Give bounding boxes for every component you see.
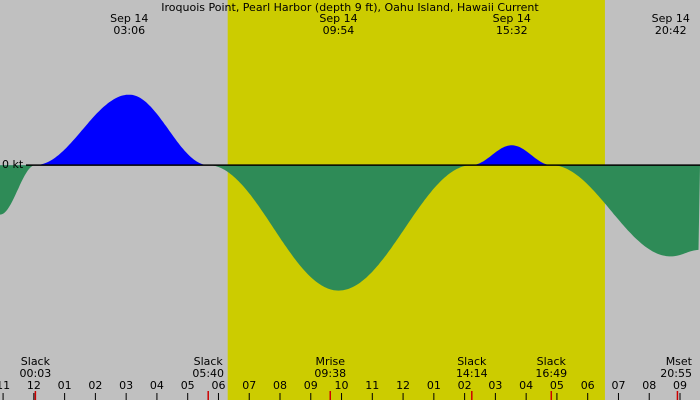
x-tick-label: 02 bbox=[88, 379, 102, 392]
peak-time: 15:32 bbox=[496, 24, 528, 37]
event-name: Slack bbox=[537, 355, 567, 368]
x-tick-label: 08 bbox=[273, 379, 287, 392]
event-name: Slack bbox=[457, 355, 487, 368]
x-tick-label: 07 bbox=[242, 379, 256, 392]
event-time: 05:40 bbox=[192, 367, 224, 380]
peak-time: 03:06 bbox=[113, 24, 145, 37]
event-time: 09:38 bbox=[314, 367, 346, 380]
zero-label: 0 kt bbox=[2, 158, 24, 171]
x-tick-label: 11 bbox=[365, 379, 379, 392]
x-tick-label: 02 bbox=[458, 379, 472, 392]
x-tick-label: 03 bbox=[488, 379, 502, 392]
x-tick-label: 04 bbox=[519, 379, 533, 392]
peak-date: Sep 14 bbox=[493, 12, 531, 25]
event-name: Mset bbox=[666, 355, 693, 368]
event-time: 00:03 bbox=[20, 367, 52, 380]
ebb-area bbox=[0, 165, 700, 291]
x-tick-label: 01 bbox=[427, 379, 441, 392]
peak-time: 20:42 bbox=[655, 24, 687, 37]
x-tick-label: 06 bbox=[211, 379, 225, 392]
event-time: 16:49 bbox=[535, 367, 567, 380]
x-tick-label: 05 bbox=[550, 379, 564, 392]
event-name: Slack bbox=[21, 355, 51, 368]
event-time: 14:14 bbox=[456, 367, 488, 380]
peak-date: Sep 14 bbox=[110, 12, 148, 25]
x-tick-label: 09 bbox=[304, 379, 318, 392]
x-tick-label: 07 bbox=[611, 379, 625, 392]
x-tick-label: 12 bbox=[27, 379, 41, 392]
x-tick-label: 11 bbox=[0, 379, 10, 392]
x-tick-label: 01 bbox=[58, 379, 72, 392]
event-name: Slack bbox=[194, 355, 224, 368]
event-time: 20:55 bbox=[660, 367, 692, 380]
x-tick-label: 10 bbox=[335, 379, 349, 392]
event-name: Mrise bbox=[315, 355, 345, 368]
flood-area bbox=[0, 94, 700, 166]
peak-date: Sep 14 bbox=[319, 12, 357, 25]
x-tick-label: 08 bbox=[642, 379, 656, 392]
x-tick-label: 09 bbox=[673, 379, 687, 392]
peak-time: 09:54 bbox=[323, 24, 355, 37]
peak-date: Sep 14 bbox=[652, 12, 690, 25]
title: Iroquois Point, Pearl Harbor (depth 9 ft… bbox=[161, 1, 539, 14]
x-tick-label: 12 bbox=[396, 379, 410, 392]
x-tick-label: 04 bbox=[150, 379, 164, 392]
x-tick-label: 03 bbox=[119, 379, 133, 392]
x-tick-label: 05 bbox=[181, 379, 195, 392]
x-tick-label: 06 bbox=[581, 379, 595, 392]
